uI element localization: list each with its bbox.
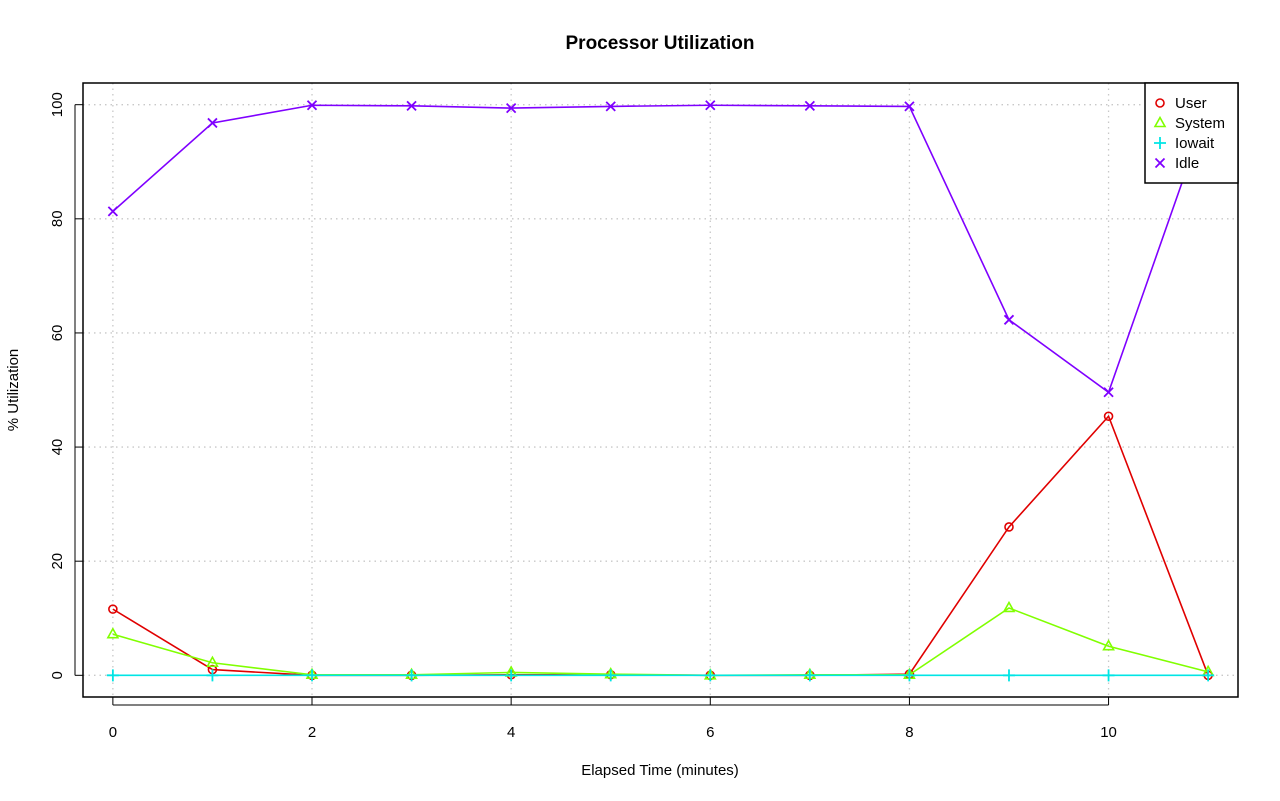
data-point-idle: [107, 206, 119, 217]
data-point-user: [1103, 411, 1114, 422]
data-point-idle: [306, 100, 318, 111]
data-point-idle: [705, 100, 716, 111]
data-point-iowait: [903, 669, 916, 682]
data-point-idle: [1103, 387, 1114, 398]
legend-label-system: System: [1175, 115, 1225, 132]
data-point-system: [1002, 600, 1016, 613]
x-tick-label: 10: [1100, 724, 1117, 741]
x-tick-label: 2: [308, 724, 316, 741]
series-layer: [106, 100, 1215, 682]
data-point-idle: [904, 101, 915, 112]
x-axis: 0 2 4 6 8 10: [109, 697, 1117, 741]
data-point-idle: [207, 117, 218, 129]
data-point-iowait: [106, 669, 119, 682]
legend-label-user: User: [1175, 95, 1207, 112]
legend-marker-user: [1155, 98, 1165, 108]
data-point-idle: [605, 101, 616, 112]
data-point-iowait: [1102, 669, 1115, 682]
data-point-user: [1004, 522, 1014, 532]
data-point-system: [106, 627, 120, 639]
x-tick-label: 6: [706, 724, 714, 741]
data-point-idle: [1003, 314, 1015, 325]
x-tick-label: 8: [905, 724, 913, 741]
data-point-iowait: [1002, 669, 1015, 682]
data-point-iowait: [306, 669, 319, 682]
data-point-iowait: [803, 669, 816, 682]
data-point-iowait: [704, 669, 717, 682]
plot-frame: [82, 82, 1239, 698]
y-axis-label: % Utilization: [5, 349, 22, 432]
y-axis: 0 20 40 60 80 100: [49, 92, 83, 679]
chart-title: Processor Utilization: [566, 33, 755, 54]
data-point-idle: [506, 102, 517, 114]
y-tick-label: 60: [49, 325, 66, 342]
data-point-iowait: [405, 669, 418, 682]
y-tick-label: 40: [49, 439, 66, 456]
x-axis-label: Elapsed Time (minutes): [581, 762, 739, 779]
series-line-idle: [112, 104, 1209, 394]
legend-marker-iowait: [1154, 137, 1166, 149]
x-tick-label: 4: [507, 724, 515, 741]
series-iowait: [106, 669, 1215, 682]
data-point-iowait: [505, 669, 518, 682]
data-point-idle: [406, 100, 417, 111]
y-tick-label: 0: [49, 671, 66, 679]
y-tick-label: 100: [49, 92, 66, 117]
data-point-system: [1102, 639, 1115, 651]
data-point-idle: [804, 100, 815, 111]
legend-label-idle: Idle: [1175, 155, 1199, 172]
data-point-iowait: [1202, 669, 1215, 682]
data-point-user: [108, 604, 118, 614]
x-tick-label: 0: [109, 724, 117, 741]
legend-marker-system: [1153, 115, 1167, 128]
legend-marker-idle: [1154, 157, 1166, 169]
data-point-iowait: [604, 669, 617, 682]
legend: User System Iowait Idle: [1144, 82, 1239, 184]
data-point-iowait: [206, 669, 219, 682]
y-tick-label: 80: [49, 210, 66, 227]
legend-label-iowait: Iowait: [1175, 135, 1215, 152]
data-point-system: [206, 655, 219, 668]
y-tick-label: 20: [49, 553, 66, 570]
